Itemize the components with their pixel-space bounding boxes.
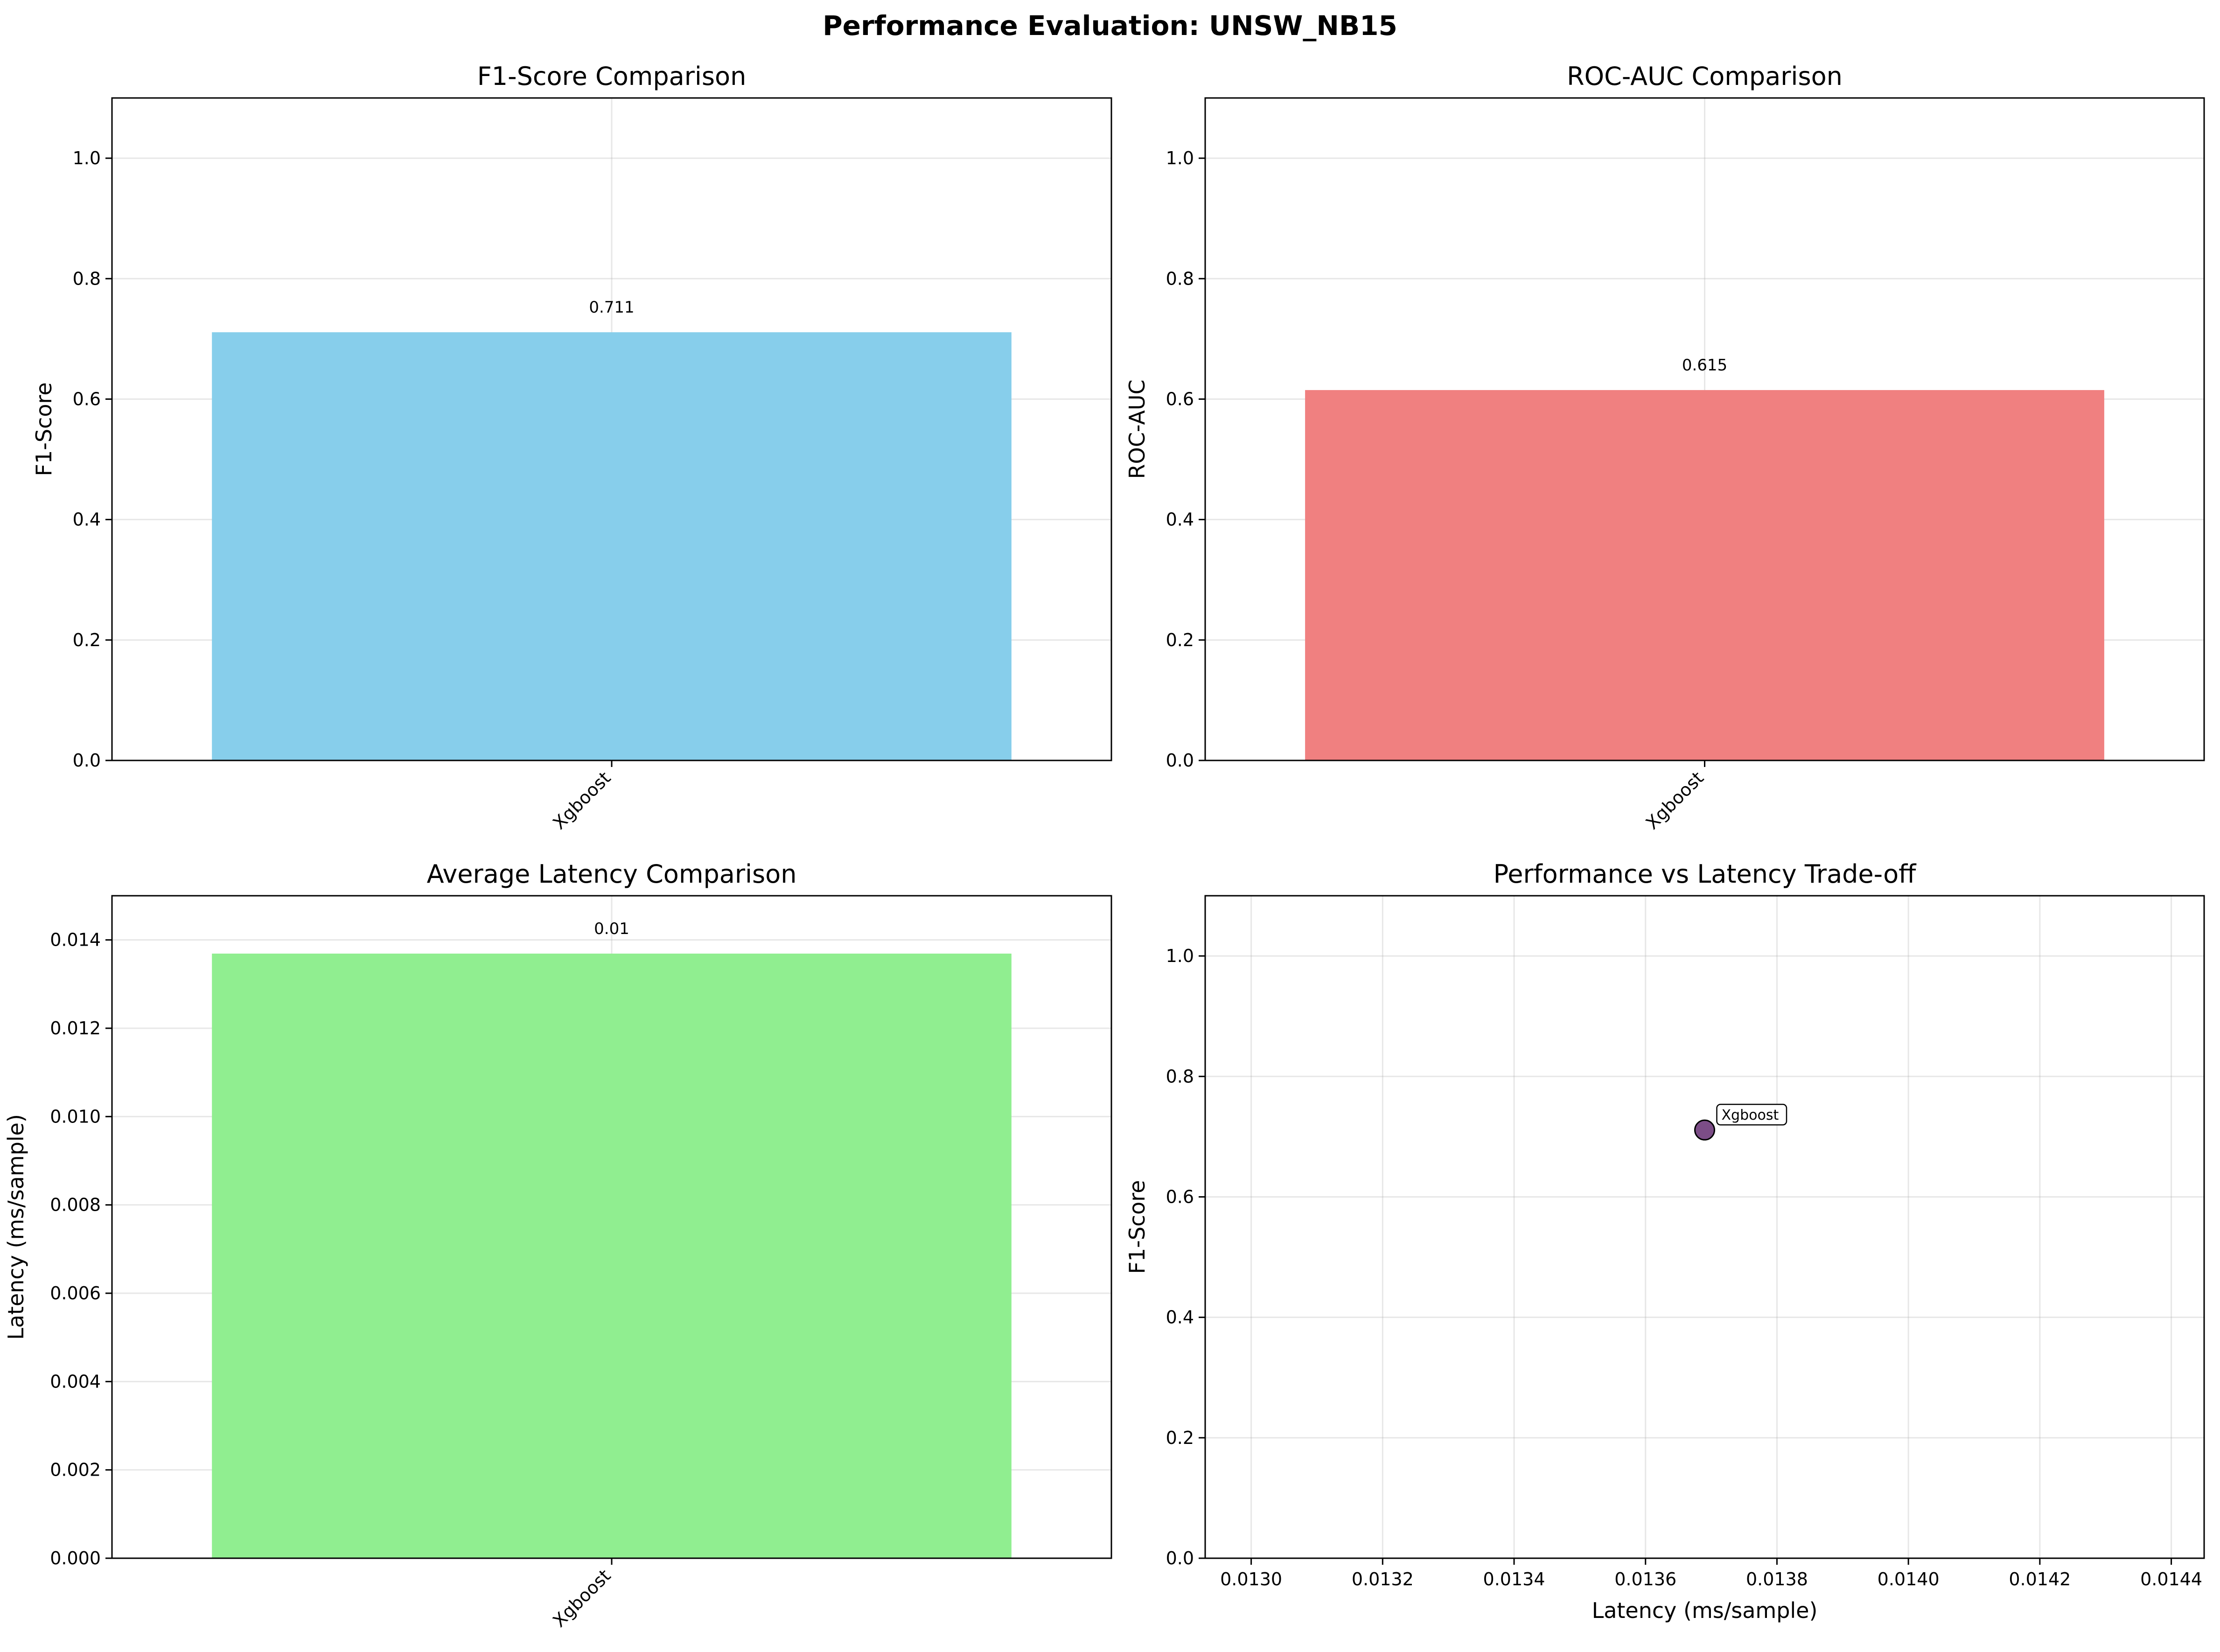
roc-data-label: 0.615	[1682, 356, 1727, 375]
tradeoff-xtick-label: 0.0138	[1746, 1569, 1808, 1589]
roc-chart-ylabel: ROC-AUC	[1124, 379, 1150, 479]
tradeoff-ytick-label: 0.4	[1166, 1307, 1194, 1328]
latency-ytick-label: 0.006	[50, 1283, 101, 1303]
tradeoff-ytick-label: 0.0	[1166, 1548, 1194, 1568]
latency-ytick-label: 0.012	[50, 1018, 101, 1039]
f1-ytick-label: 0.2	[73, 630, 101, 650]
f1-ytick-label: 0.8	[73, 268, 101, 289]
roc-ytick-label: 0.2	[1166, 630, 1194, 650]
tradeoff-chart-title: Performance vs Latency Trade-off	[1494, 859, 1917, 889]
tradeoff-ytick-label: 0.2	[1166, 1428, 1194, 1448]
roc-ytick-label: 0.0	[1166, 750, 1194, 771]
tradeoff-point-label-box	[1716, 1103, 1787, 1126]
tradeoff-xtick-label: 0.0136	[1614, 1569, 1676, 1589]
latency-data-label: 0.01	[594, 920, 629, 938]
tradeoff-xtick-label: 0.0130	[1220, 1569, 1282, 1589]
f1-ytick-label: 1.0	[73, 148, 101, 168]
latency-ytick-label: 0.002	[50, 1460, 101, 1480]
tradeoff-xtick-label: 0.0144	[2140, 1569, 2202, 1589]
tradeoff-point-label: Xgboost	[1722, 1107, 1779, 1123]
tradeoff-chart-frame	[1204, 895, 2205, 1559]
figure-title: Performance Evaluation: UNSW_NB15	[823, 10, 1397, 42]
latency-ytick-label: 0.000	[50, 1548, 101, 1568]
latency-chart: 0.01 0.000 0.002 0.004 0.006 0.008 0.010 0.012…	[3, 859, 1112, 1631]
f1-chart-ylabel: F1-Score	[31, 382, 56, 476]
roc-ytick-label: 1.0	[1166, 148, 1194, 168]
latency-ytick-label: 0.008	[50, 1195, 101, 1215]
tradeoff-chart-ylabel: F1-Score	[1124, 1180, 1150, 1274]
tradeoff-point	[1694, 1119, 1715, 1141]
tradeoff-chart-xlabel: Latency (ms/sample)	[1592, 1598, 1818, 1623]
f1-ytick-label: 0.6	[73, 389, 101, 409]
f1-bar	[212, 332, 1012, 760]
latency-ytick-label: 0.004	[50, 1371, 101, 1392]
roc-ytick-label: 0.4	[1166, 509, 1194, 530]
latency-chart-title: Average Latency Comparison	[427, 859, 797, 889]
roc-bar	[1305, 390, 2104, 760]
f1-ytick-label: 0.4	[73, 509, 101, 530]
f1-chart-title: F1-Score Comparison	[477, 62, 747, 91]
tradeoff-ytick-label: 0.8	[1166, 1066, 1194, 1087]
latency-ytick-label: 0.014	[50, 930, 101, 950]
tradeoff-chart: Xgboost 0.0 0.2 0.4 0.6 0.8 1.0 0.0130 0.0132 0.…	[1124, 859, 2205, 1623]
roc-ytick-label: 0.8	[1166, 268, 1194, 289]
f1-data-label: 0.711	[589, 298, 634, 317]
f1-ytick-label: 0.0	[73, 750, 101, 771]
tradeoff-ytick-label: 0.6	[1166, 1186, 1194, 1207]
tradeoff-xtick-label: 0.0132	[1352, 1569, 1414, 1589]
tradeoff-xtick-label: 0.0134	[1483, 1569, 1545, 1589]
latency-ytick-label: 0.010	[50, 1106, 101, 1127]
latency-chart-ylabel: Latency (ms/sample)	[3, 1114, 28, 1340]
roc-ytick-label: 0.6	[1166, 389, 1194, 409]
roc-chart-title: ROC-AUC Comparison	[1567, 62, 1843, 91]
tradeoff-xtick-label: 0.0140	[1878, 1569, 1940, 1589]
tradeoff-ytick-label: 1.0	[1166, 946, 1194, 966]
latency-bar	[212, 954, 1012, 1558]
tradeoff-xtick-label: 0.0142	[2009, 1569, 2071, 1589]
